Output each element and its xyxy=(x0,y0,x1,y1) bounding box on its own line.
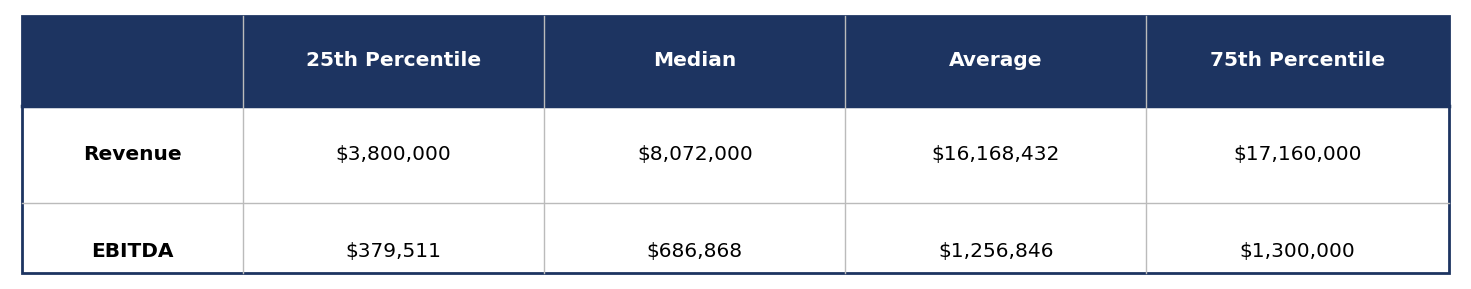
Text: $16,168,432: $16,168,432 xyxy=(931,145,1061,164)
Bar xyxy=(846,203,1146,289)
Text: $1,300,000: $1,300,000 xyxy=(1240,242,1356,261)
Bar xyxy=(544,106,846,203)
Bar xyxy=(243,16,544,106)
Bar xyxy=(846,106,1146,203)
Bar xyxy=(846,16,1146,106)
Bar xyxy=(544,16,846,106)
Bar xyxy=(22,106,243,203)
Bar xyxy=(1146,203,1449,289)
Bar xyxy=(1146,106,1449,203)
Text: Median: Median xyxy=(653,51,737,71)
Text: $3,800,000: $3,800,000 xyxy=(335,145,452,164)
Bar xyxy=(544,203,846,289)
Text: $379,511: $379,511 xyxy=(346,242,441,261)
Bar xyxy=(243,203,544,289)
Bar xyxy=(1146,16,1449,106)
Text: Revenue: Revenue xyxy=(84,145,182,164)
Text: Average: Average xyxy=(949,51,1043,71)
Bar xyxy=(22,16,1449,273)
Bar xyxy=(22,203,243,289)
Text: $8,072,000: $8,072,000 xyxy=(637,145,753,164)
Text: $17,160,000: $17,160,000 xyxy=(1234,145,1362,164)
Text: $686,868: $686,868 xyxy=(647,242,743,261)
Text: $1,256,846: $1,256,846 xyxy=(938,242,1053,261)
Bar xyxy=(22,16,243,106)
Bar xyxy=(243,106,544,203)
Text: 25th Percentile: 25th Percentile xyxy=(306,51,481,71)
Text: 75th Percentile: 75th Percentile xyxy=(1211,51,1386,71)
Text: EBITDA: EBITDA xyxy=(91,242,174,261)
